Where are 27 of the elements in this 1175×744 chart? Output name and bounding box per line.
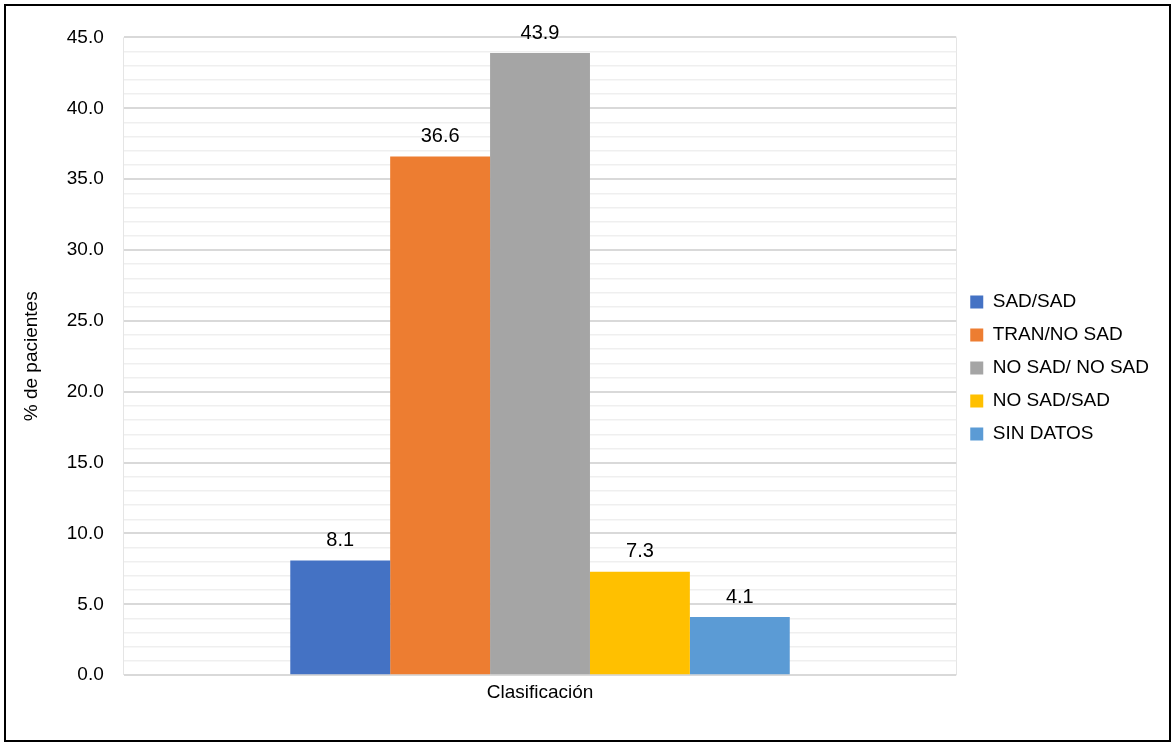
data-label: 4.1 — [725, 584, 754, 607]
y-tick-label: 35.0 — [66, 167, 104, 189]
y-tick-label: 25.0 — [66, 309, 104, 331]
y-tick-label: 0.0 — [77, 663, 104, 685]
y-tick-label: 40.0 — [66, 96, 104, 118]
bar — [689, 617, 790, 675]
data-label: 43.9 — [520, 20, 560, 43]
y-tick-label: 10.0 — [66, 521, 104, 543]
legend-label: SAD/SAD — [992, 290, 1077, 312]
data-label: 8.1 — [326, 527, 355, 550]
x-tick-label: Clasificación — [486, 680, 594, 702]
legend-label: TRAN/NO SAD — [992, 323, 1123, 345]
legend-label: NO SAD/ NO SAD — [992, 356, 1149, 378]
bar — [290, 560, 391, 675]
bar — [490, 52, 590, 675]
data-label: 36.6 — [420, 123, 460, 146]
bar — [390, 156, 491, 675]
y-tick-label: 15.0 — [66, 450, 104, 472]
y-tick-label: 5.0 — [77, 592, 104, 614]
y-tick-label: 20.0 — [66, 379, 104, 401]
y-tick-label: 45.0 — [66, 25, 104, 47]
y-axis-title: % de pacientes — [19, 291, 41, 422]
y-tick-label: 30.0 — [66, 238, 104, 260]
legend-label: SIN DATOS — [992, 422, 1094, 444]
bar — [589, 571, 690, 675]
legend-label: NO SAD/SAD — [992, 389, 1110, 411]
data-label: 7.3 — [626, 539, 654, 562]
